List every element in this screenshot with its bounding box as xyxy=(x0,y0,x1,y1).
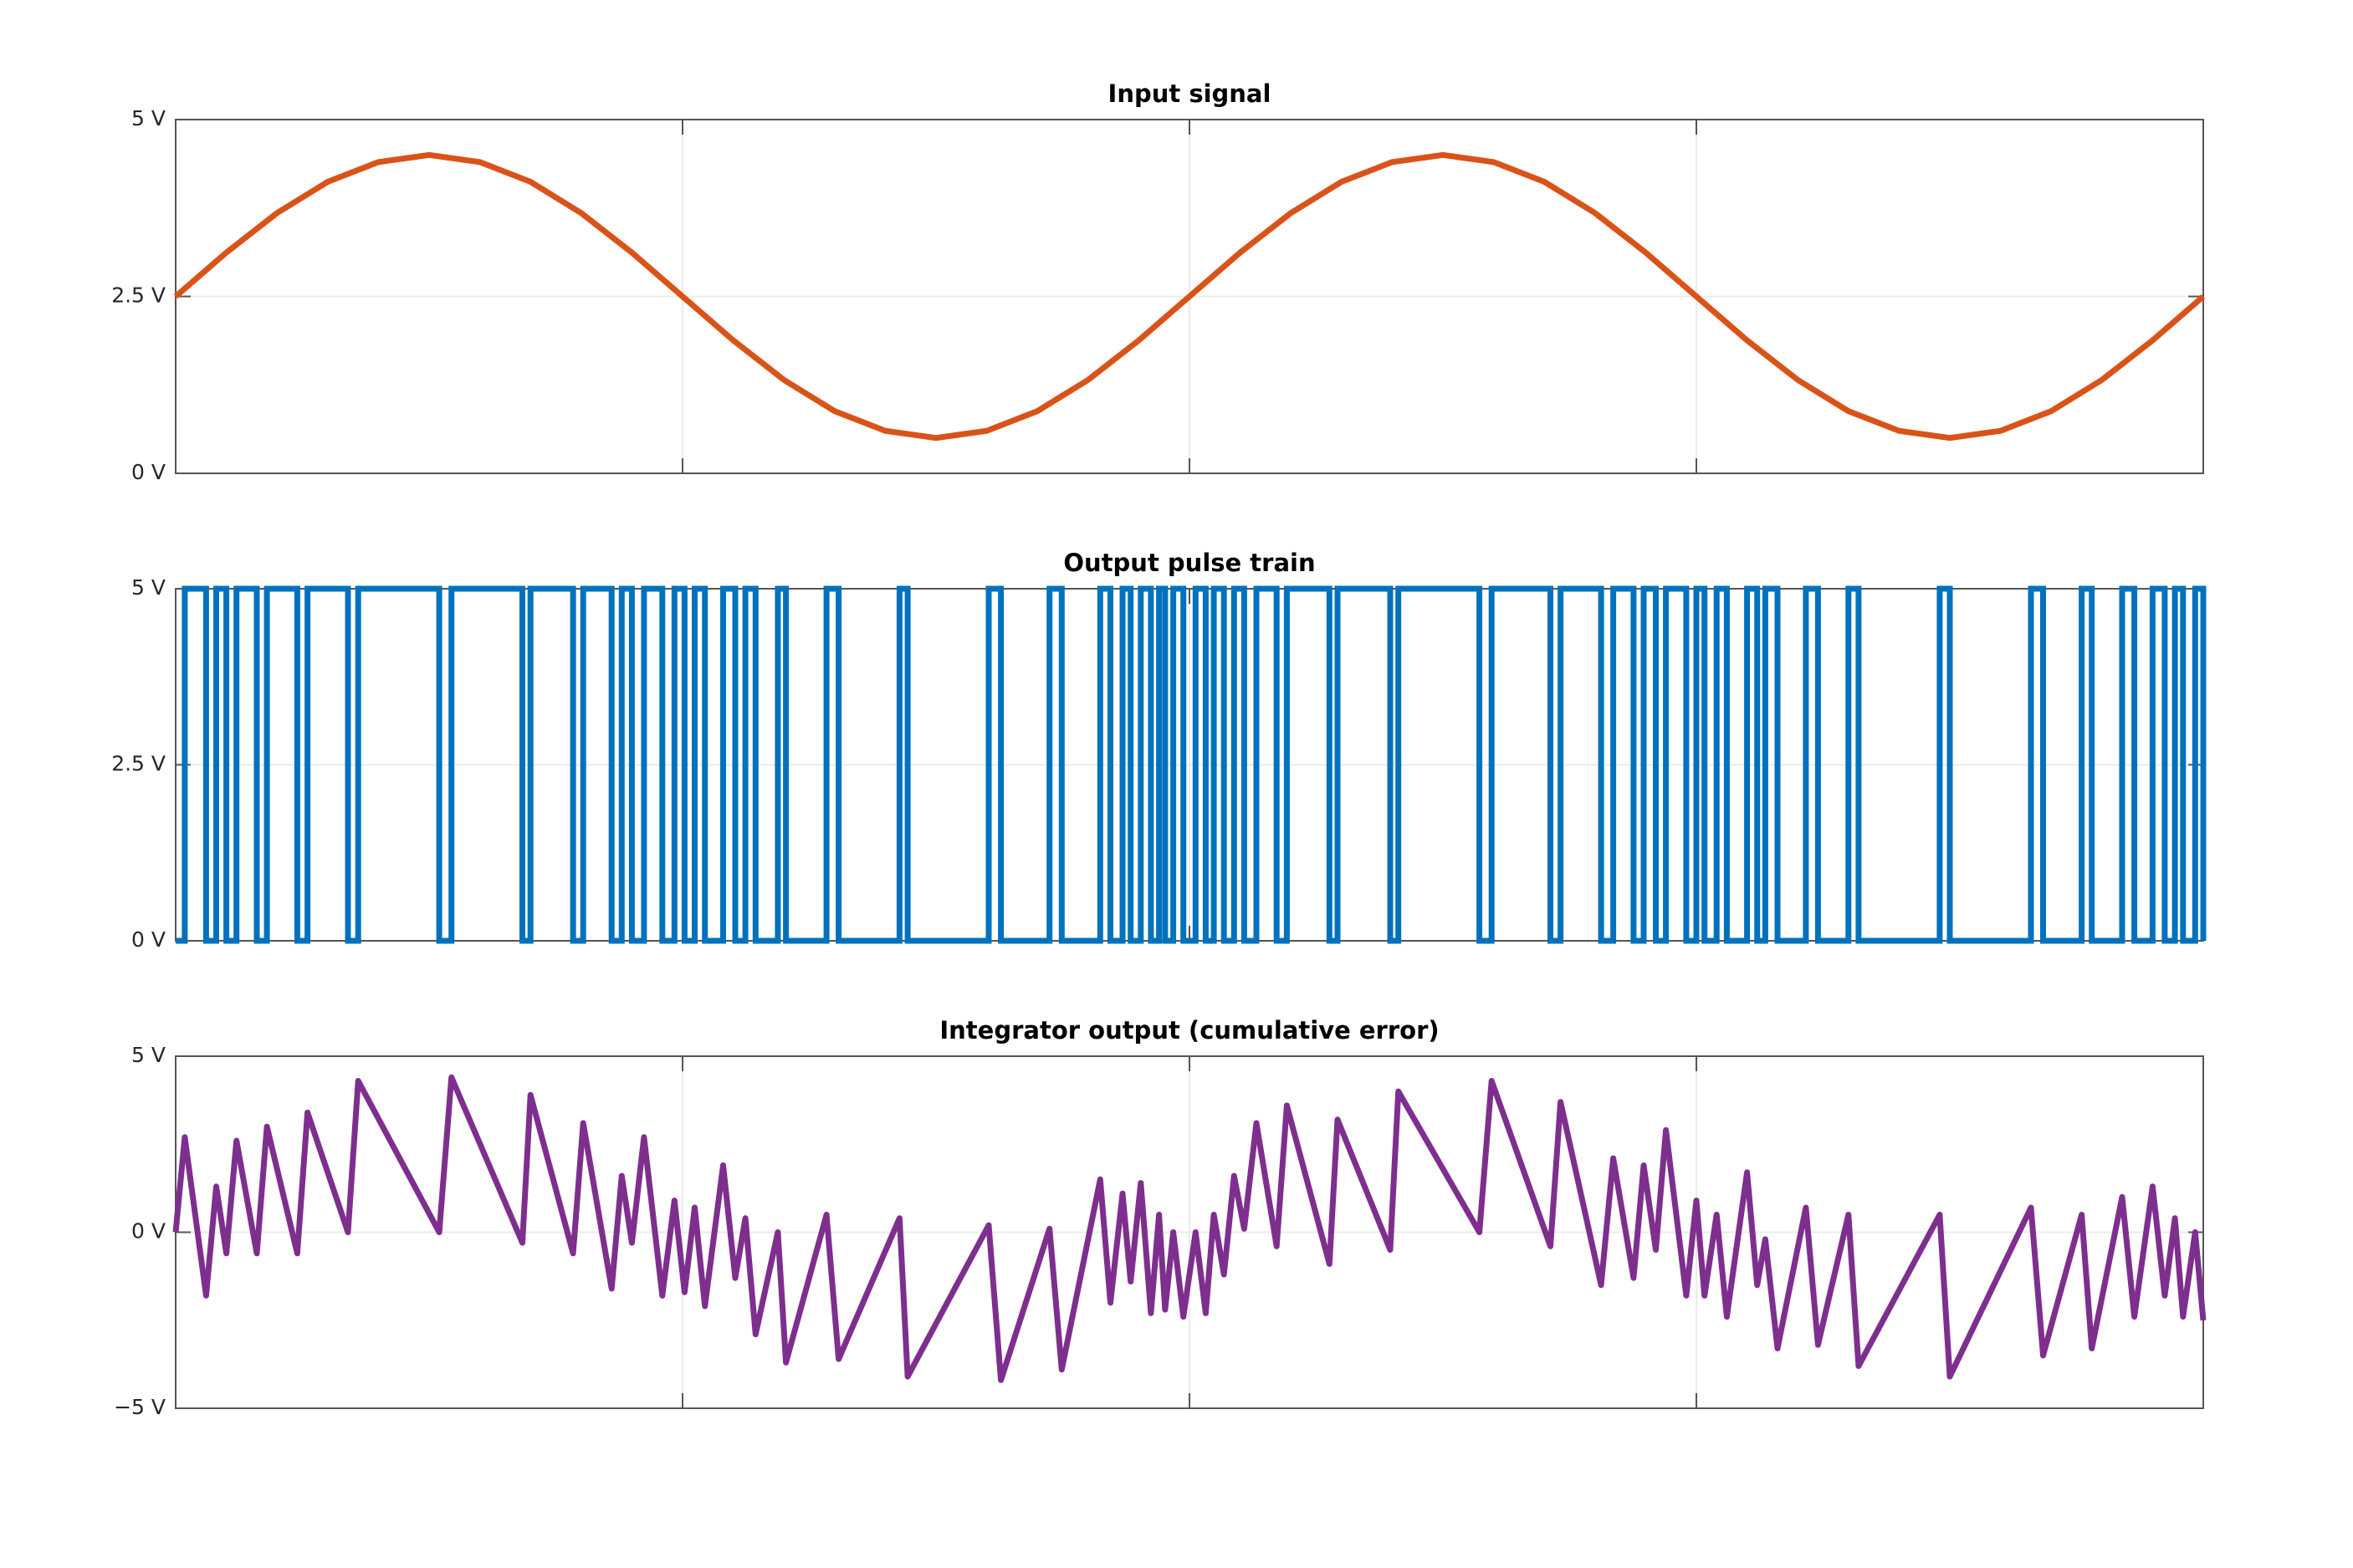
y-tick-label: 5 V xyxy=(131,106,166,130)
chart-title: Integrator output (cumulative error) xyxy=(939,1016,1439,1044)
y-tick-label: 0 V xyxy=(131,460,166,484)
y-tick-label: 5 V xyxy=(131,575,166,600)
chart-title: Output pulse train xyxy=(1063,549,1315,577)
y-tick-label: 5 V xyxy=(131,1043,166,1067)
y-tick-label: 0 V xyxy=(131,927,166,952)
signal-line xyxy=(173,151,2206,442)
y-tick-label: 0 V xyxy=(131,1219,166,1244)
y-tick-label: 2.5 V xyxy=(111,752,166,776)
pulse-train xyxy=(176,585,2207,944)
y-tick-label: −5 V xyxy=(114,1395,166,1419)
signal-line xyxy=(172,1074,2207,1383)
chart-title: Input signal xyxy=(1108,79,1271,108)
y-tick-label: 2.5 V xyxy=(111,283,166,308)
